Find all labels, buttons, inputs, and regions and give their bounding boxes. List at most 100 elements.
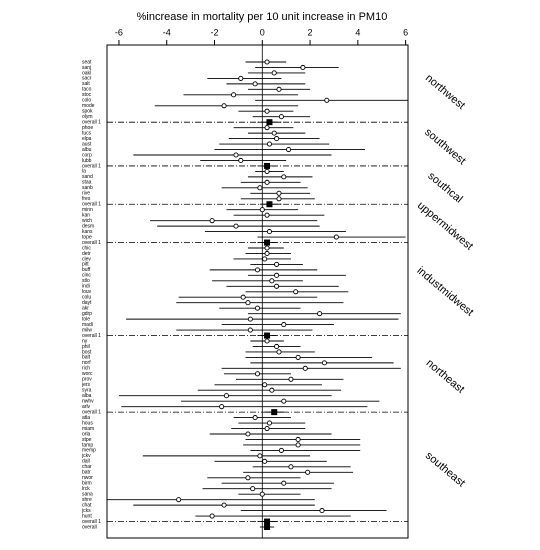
estimate: [221, 502, 227, 508]
estimate: [288, 464, 294, 470]
row-label: colo: [82, 98, 91, 104]
estimate: [238, 157, 244, 164]
estimate: [278, 447, 284, 453]
estimate: [252, 81, 258, 87]
row-label: miam: [82, 426, 94, 432]
row-label: jcks: [81, 508, 91, 514]
row-label: olym: [82, 114, 93, 120]
estimate: [321, 360, 327, 366]
row-label: bost: [82, 349, 92, 355]
estimate: [271, 70, 277, 76]
estimate: [262, 458, 268, 464]
row-label: overall 1: [82, 202, 101, 208]
row-label: birm: [82, 481, 92, 487]
row-label: hunt: [82, 513, 92, 519]
estimate: [269, 278, 275, 284]
estimate: [238, 75, 244, 81]
row-label: sanb: [82, 185, 93, 191]
x-tick-label: -2: [210, 27, 218, 37]
row-label: kan: [82, 213, 90, 219]
row-label: colu: [82, 295, 91, 301]
pooled-estimate: [264, 524, 271, 530]
row-label: sanj: [82, 65, 91, 71]
region-label: uppermidwest: [415, 199, 475, 252]
estimate: [300, 64, 306, 71]
row-label: chat: [82, 502, 92, 508]
estimate: [259, 207, 265, 213]
row-label: phoe: [82, 125, 93, 131]
estimate: [262, 256, 268, 262]
row-label: orla: [82, 431, 91, 437]
x-tick-label: 4: [355, 27, 360, 37]
estimate: [223, 393, 229, 399]
estimate: [276, 196, 282, 202]
estimate: [264, 168, 270, 174]
estimate: [295, 436, 301, 443]
pooled-estimate: [264, 239, 271, 246]
row-label: prov: [82, 377, 92, 383]
row-label: stoc: [82, 92, 92, 98]
row-label: cinc: [82, 273, 91, 279]
row-label: wich: [82, 218, 92, 224]
region-label: northwest: [423, 72, 467, 112]
row-label: phil: [82, 344, 90, 350]
estimate: [264, 125, 270, 131]
estimate: [269, 387, 275, 393]
estimate: [276, 190, 282, 196]
row-label: rive: [82, 191, 90, 197]
row-label: atla: [82, 415, 90, 421]
row-label: overall 1: [82, 163, 101, 169]
estimate: [252, 415, 258, 421]
estimate: [245, 475, 251, 481]
row-label: fres: [82, 196, 91, 202]
row-label: kans: [82, 229, 93, 235]
row-label: stlo: [82, 278, 90, 284]
estimate: [264, 59, 270, 65]
estimate: [324, 97, 330, 103]
row-label: madi: [82, 322, 93, 328]
row-label: minn: [82, 207, 93, 213]
estimate: [274, 283, 280, 289]
x-tick-label: 6: [403, 27, 408, 37]
region-label: southeast: [423, 450, 467, 490]
row-label: tope: [82, 234, 92, 240]
row-label: char: [82, 464, 92, 470]
estimate: [281, 322, 287, 328]
plot-frame: [106, 44, 409, 539]
row-label: staa: [82, 180, 92, 186]
estimate: [209, 218, 215, 224]
estimate: [209, 513, 215, 519]
row-label: milw: [82, 327, 92, 333]
estimate: [295, 354, 301, 360]
row-label: la: [82, 169, 86, 175]
estimate: [264, 179, 270, 185]
row-label: akr: [82, 306, 89, 312]
estimate: [288, 376, 294, 382]
region-label: northeast: [424, 357, 467, 396]
estimate: [219, 404, 225, 410]
estimate: [233, 152, 239, 158]
row-label: lrck: [82, 486, 90, 492]
estimate: [257, 185, 263, 191]
row-label: clev: [82, 256, 91, 262]
row-label: norf: [82, 360, 91, 366]
region-label: industmidwest: [415, 265, 476, 319]
estimate: [250, 486, 256, 492]
estimate: [293, 289, 299, 295]
estimate: [262, 382, 268, 388]
estimate: [281, 480, 287, 486]
row-label: overall: [82, 524, 97, 530]
estimate: [274, 343, 280, 350]
row-label: chic: [82, 245, 91, 251]
row-label: overall 1: [82, 120, 101, 126]
pooled-estimate: [264, 162, 271, 169]
estimate: [264, 108, 270, 114]
row-label: dayt: [82, 300, 92, 306]
row-label: ny: [82, 338, 88, 344]
row-label: shre: [82, 497, 92, 503]
row-label: gdrp: [82, 311, 92, 317]
row-label: lubb: [82, 158, 92, 164]
estimate: [317, 311, 323, 317]
row-label: albu: [82, 147, 92, 153]
estimate: [286, 146, 292, 153]
